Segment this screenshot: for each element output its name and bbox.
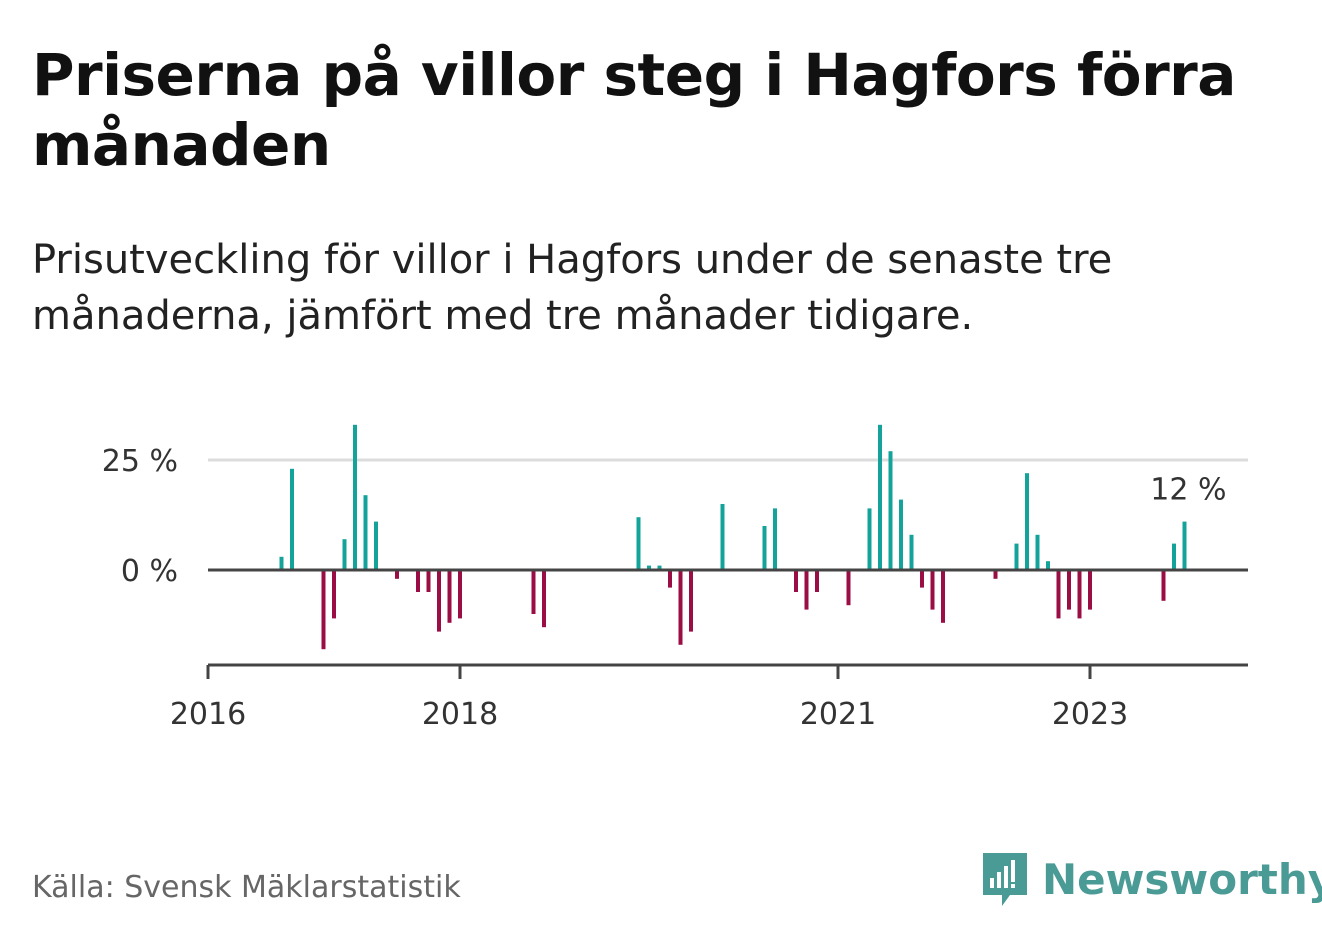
bar-chart: 0 % 25 % 2016 2018 2021 2023 12 % [102, 424, 1248, 732]
bar [1088, 570, 1092, 610]
chart-title: Priserna på villor steg i Hagfors förra … [32, 41, 1236, 179]
bar [846, 570, 851, 606]
newsworthy-logo: Newsworthy [980, 850, 1322, 908]
bar-layer [279, 424, 1187, 650]
x-tick-label: 2016 [170, 697, 246, 732]
brand-name: Newsworthy [1042, 854, 1322, 904]
bar [689, 570, 693, 632]
bar [342, 539, 347, 570]
bar [1046, 561, 1050, 570]
chart-subtitle: Prisutveckling för villor i Hagfors unde… [32, 237, 1113, 339]
bar [321, 570, 326, 650]
x-tick-label: 2023 [1052, 697, 1128, 732]
source-note: Källa: Svensk Mäklarstatistik [32, 870, 461, 905]
bar [815, 570, 819, 592]
bar [353, 424, 357, 570]
bar [363, 495, 368, 570]
bar [374, 521, 378, 570]
bar [636, 517, 641, 570]
bar [1077, 570, 1082, 619]
bar [867, 508, 872, 570]
label-layer: 0 % 25 % 2016 2018 2021 2023 12 % [102, 444, 1227, 732]
bar [542, 570, 546, 628]
bar [1056, 570, 1061, 619]
bar [279, 556, 284, 570]
bar [794, 570, 798, 592]
bar [647, 565, 651, 570]
bar [1014, 543, 1019, 570]
bar [1067, 570, 1071, 610]
y-tick-label: 25 % [102, 444, 178, 479]
bar [332, 570, 336, 619]
bar [1182, 521, 1187, 570]
bar [1161, 570, 1166, 601]
bar [720, 504, 725, 570]
bar [878, 424, 882, 570]
y-tick-label: 0 % [121, 554, 178, 589]
bar [1172, 543, 1176, 570]
bar [290, 468, 294, 570]
bar [930, 570, 935, 610]
bar [458, 570, 462, 619]
bar [773, 508, 777, 570]
bar [657, 565, 662, 570]
bar [416, 570, 420, 592]
x-tick-label: 2018 [422, 697, 498, 732]
bar [920, 570, 924, 588]
bar [1025, 473, 1029, 570]
bar [888, 451, 893, 570]
bar [447, 570, 452, 623]
last-value-label: 12 % [1150, 473, 1226, 508]
bar [678, 570, 683, 645]
bar [762, 526, 767, 570]
bar [668, 570, 672, 588]
x-tick-label: 2021 [800, 697, 876, 732]
bar [804, 570, 809, 610]
bar [395, 570, 399, 579]
bar-chart-logo-icon [983, 853, 1027, 906]
bar [437, 570, 441, 632]
bar [531, 570, 536, 614]
bar [941, 570, 945, 623]
bar [899, 499, 903, 570]
bar [426, 570, 431, 592]
bar [909, 534, 914, 570]
bar [1035, 534, 1040, 570]
axis-layer [206, 568, 1248, 679]
bar [993, 570, 998, 579]
